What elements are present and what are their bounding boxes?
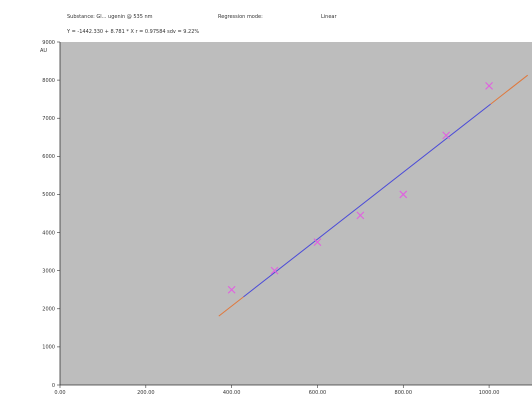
x-tick-label: 200.00 bbox=[137, 390, 155, 396]
regression-mode-value: Linear bbox=[321, 14, 337, 20]
data-point bbox=[356, 211, 365, 220]
data-point-stroke bbox=[356, 211, 365, 220]
data-point bbox=[485, 81, 493, 90]
y-tick-label: 0 bbox=[52, 383, 55, 389]
y-tick-label: 1000 bbox=[42, 345, 55, 351]
x-tick-label: 800.00 bbox=[395, 390, 413, 396]
y-tick-label: 2000 bbox=[42, 307, 55, 313]
data-point-stroke bbox=[442, 131, 451, 140]
data-point-stroke bbox=[270, 266, 279, 275]
x-tick-label: 0.00 bbox=[54, 390, 65, 396]
regression-mode-label: Regression mode: bbox=[218, 14, 263, 20]
data-point bbox=[270, 266, 279, 275]
regression-equation: Y = -1442.330 + 8.781 * X r = 0.97584 sd… bbox=[67, 29, 200, 35]
data-point-stroke bbox=[227, 285, 236, 294]
data-point bbox=[227, 285, 236, 294]
fit-line bbox=[243, 103, 491, 298]
data-point-stroke bbox=[485, 81, 493, 90]
x-tick-label: 400.00 bbox=[223, 390, 241, 396]
data-point-stroke bbox=[313, 238, 322, 246]
data-point-stroke bbox=[399, 190, 408, 199]
data-point bbox=[399, 190, 408, 199]
data-point bbox=[442, 131, 451, 140]
y-tick-label: 7000 bbox=[42, 116, 55, 122]
y-tick-label: 9000 bbox=[42, 40, 55, 46]
substance-label: Substance: Gl... ugenin @ 535 nm bbox=[67, 14, 153, 20]
y-axis-label: AU bbox=[40, 48, 47, 54]
fit-line-end bbox=[490, 74, 529, 105]
data-point bbox=[313, 238, 322, 246]
fit-line-start bbox=[218, 296, 244, 317]
y-tick-label: 3000 bbox=[42, 268, 55, 274]
x-tick-label: 1000.00 bbox=[479, 390, 500, 396]
y-tick-label: 8000 bbox=[42, 78, 55, 84]
y-tick-label: 6000 bbox=[42, 154, 55, 160]
x-tick-label: 600.00 bbox=[309, 390, 327, 396]
plot-area bbox=[60, 42, 532, 385]
y-tick-label: 4000 bbox=[42, 230, 55, 236]
y-tick-label: 5000 bbox=[42, 192, 55, 198]
